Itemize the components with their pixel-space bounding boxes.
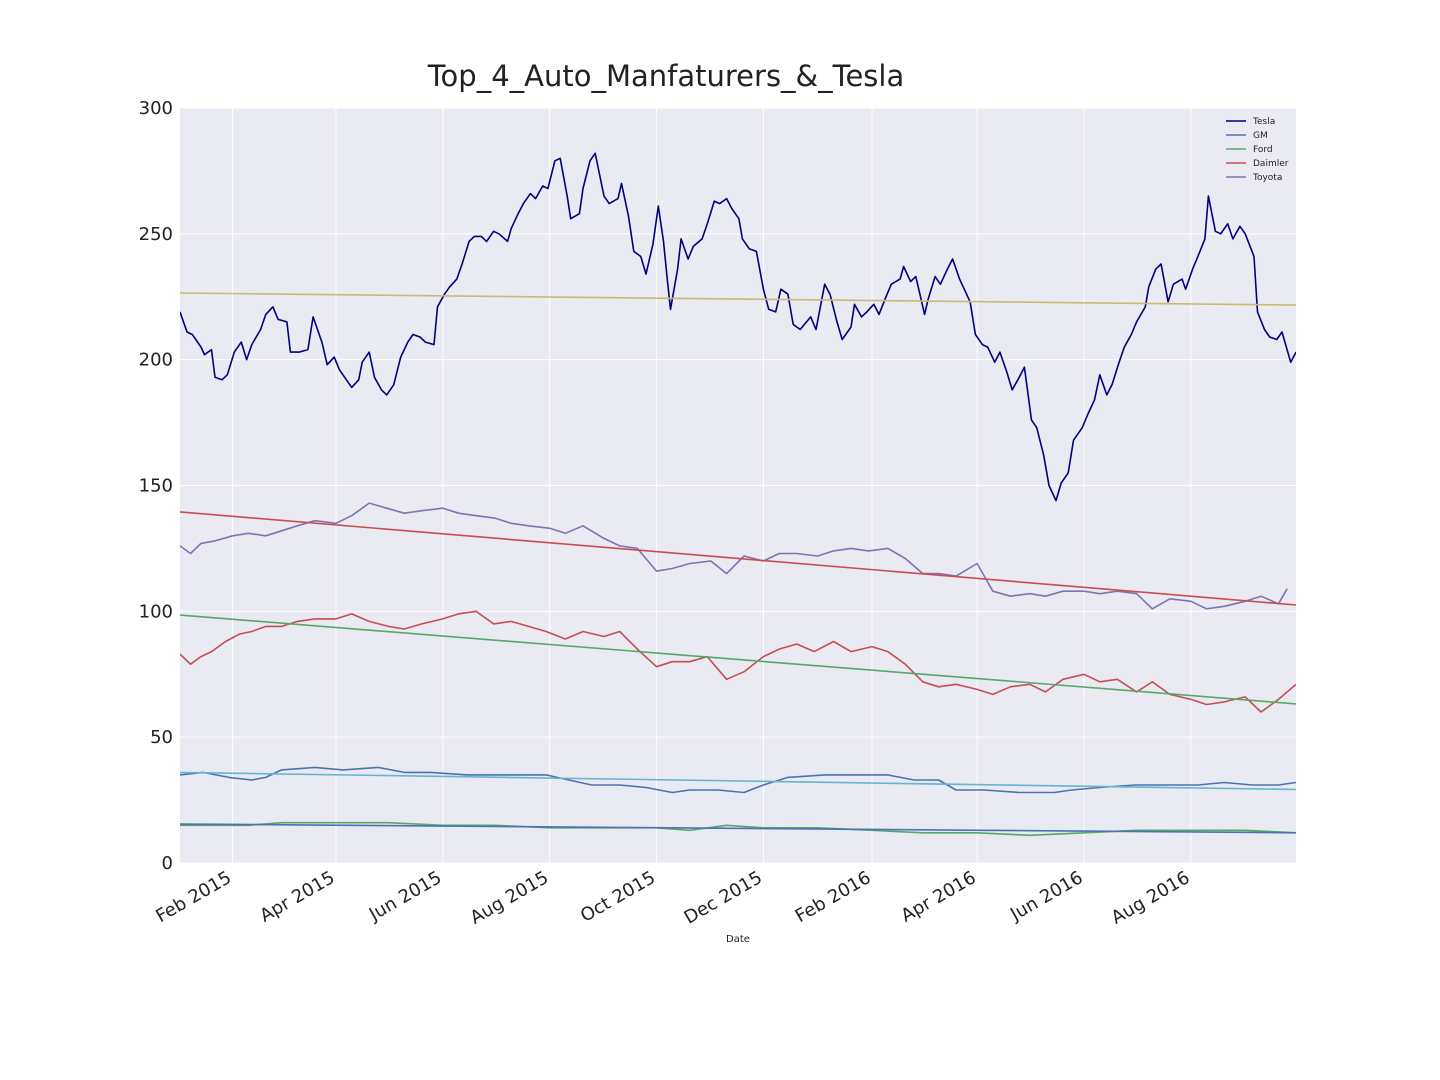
x-axis-label: Date — [726, 934, 750, 945]
y-tick-label: 50 — [150, 727, 173, 748]
series-line-ford — [180, 821, 1296, 837]
y-tick-label: 300 — [139, 98, 173, 119]
grid — [180, 107, 1296, 864]
trend-line-8 — [180, 771, 1296, 791]
chart-title: Top_4_Auto_Manfaturers_&_Tesla — [427, 59, 904, 93]
legend-label: Daimler — [1253, 159, 1289, 169]
legend-label: GM — [1253, 131, 1268, 141]
y-tick-label: 150 — [139, 476, 173, 497]
series-line-tesla — [180, 152, 1296, 502]
series-line-gm — [180, 766, 1296, 794]
legend-label: Tesla — [1252, 117, 1275, 127]
legend-label: Toyota — [1252, 173, 1282, 183]
series-line-toyota — [180, 502, 1288, 610]
y-tick-label: 250 — [139, 224, 173, 245]
legend-label: Ford — [1253, 145, 1273, 155]
y-tick-label: 200 — [139, 350, 173, 371]
series-line-daimler — [180, 610, 1296, 713]
legend: Tesla GM Ford Daimler Toyota — [1226, 117, 1289, 183]
trend-line-9 — [180, 823, 1296, 834]
trend-line-6 — [180, 511, 1296, 606]
y-tick-label: 100 — [139, 601, 173, 622]
y-tick-label: 0 — [162, 853, 173, 874]
series-lines — [180, 152, 1296, 837]
trend-line-7 — [180, 614, 1296, 705]
trend-line-5 — [180, 292, 1296, 306]
